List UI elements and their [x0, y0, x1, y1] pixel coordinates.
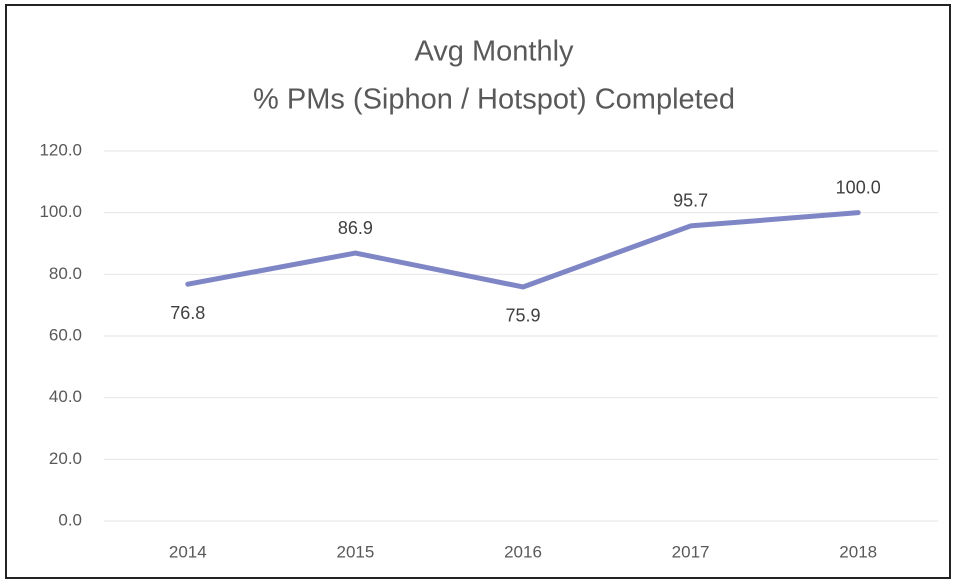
- y-tick-label: 100.0: [39, 202, 82, 221]
- y-tick-label: 120.0: [39, 140, 82, 159]
- x-tick-label: 2014: [169, 542, 207, 561]
- y-tick-label: 20.0: [49, 449, 82, 468]
- data-label: 86.9: [338, 218, 373, 238]
- data-label: 75.9: [505, 306, 540, 326]
- data-label: 76.8: [170, 303, 205, 323]
- data-label: 95.7: [673, 191, 708, 211]
- x-tick-label: 2017: [672, 542, 710, 561]
- chart-title: Avg Monthly: [414, 36, 574, 68]
- y-tick-label: 80.0: [49, 264, 82, 283]
- data-label: 100.0: [836, 177, 881, 197]
- y-tick-label: 60.0: [49, 325, 82, 344]
- chart-frame: [5, 4, 951, 579]
- x-tick-label: 2015: [336, 542, 374, 561]
- line-series: [185, 210, 861, 290]
- chart-subtitle: % PMs (Siphon / Hotspot) Completed: [253, 84, 735, 116]
- y-tick-label: 40.0: [49, 387, 82, 406]
- x-tick-label: 2018: [839, 542, 877, 561]
- x-tick-label: 2016: [504, 542, 542, 561]
- y-tick-label: 0.0: [58, 510, 82, 529]
